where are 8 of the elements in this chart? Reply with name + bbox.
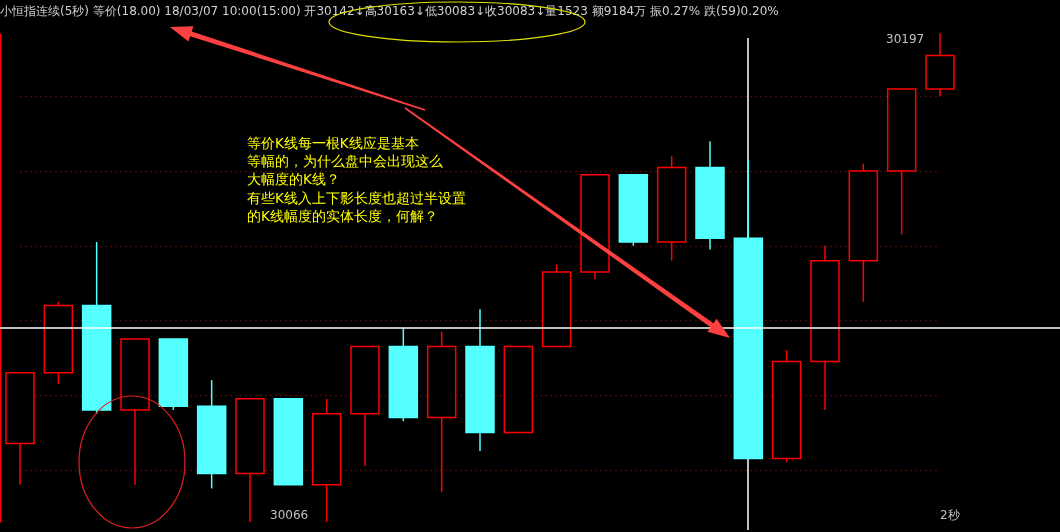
annotation: 的K线幅度的实体长度，何解？ [247,208,438,224]
annotation: 30066 [270,508,309,522]
annotation: 等价K线每一根K线应是基本 [247,135,419,151]
annotation: 2秒 [940,508,960,522]
annotation: 大幅度的K线？ [247,171,340,187]
annotation: 有些K线入上下影长度也超过半设置 [247,190,466,206]
annotation: 30197 [886,32,925,46]
annotation: 等幅的，为什么盘中会出现这么 [247,153,443,169]
